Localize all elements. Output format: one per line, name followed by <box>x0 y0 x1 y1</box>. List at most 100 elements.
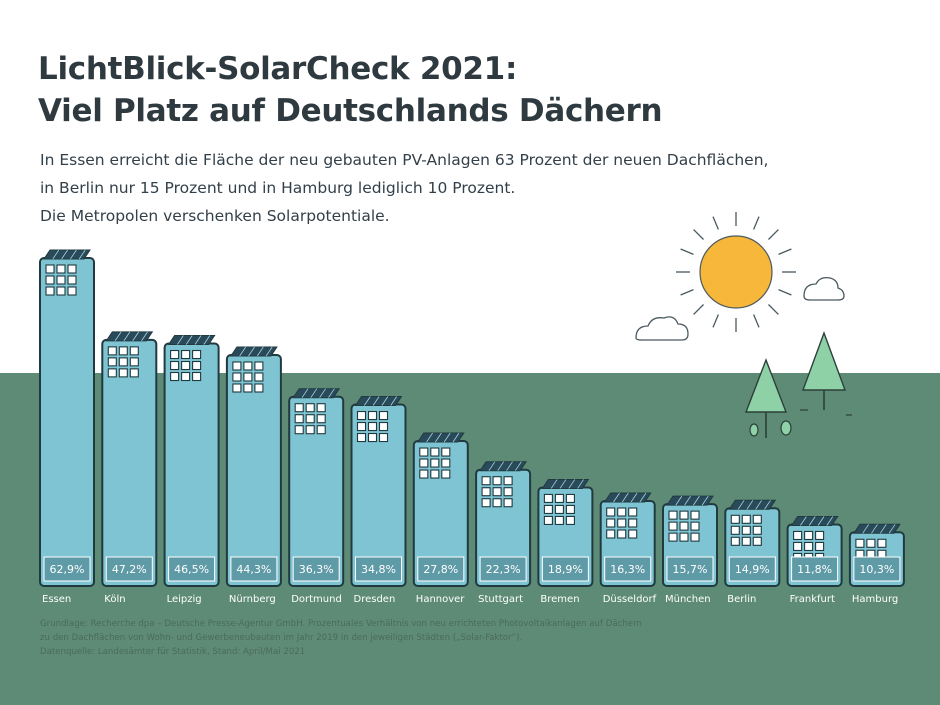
window <box>793 541 803 552</box>
window <box>430 469 440 479</box>
solar-panel-line <box>746 500 754 510</box>
solar-panel-line <box>684 495 691 506</box>
sun-ray <box>768 304 779 315</box>
cloud-icon <box>803 276 845 301</box>
window <box>430 447 440 457</box>
window <box>690 521 700 531</box>
bar: 10,3% Hamburg <box>848 523 905 605</box>
solar-panel-line <box>755 500 763 510</box>
window <box>679 521 689 531</box>
window <box>254 383 264 393</box>
city-label: Hannover <box>416 594 466 605</box>
window <box>793 530 803 541</box>
value-label-box <box>479 556 527 582</box>
sun-ray <box>753 314 760 328</box>
solar-panel-line <box>177 335 184 345</box>
bar: 15,7% München <box>662 495 718 605</box>
solar-panel-line <box>639 492 647 503</box>
window <box>730 536 740 546</box>
solar-panel-line <box>808 516 816 526</box>
solar-panel-line <box>194 335 202 345</box>
window <box>543 493 553 503</box>
bar: 36,3% Dortmund <box>288 388 345 605</box>
solar-panel-line <box>862 524 870 534</box>
window <box>481 498 491 508</box>
window <box>254 361 264 371</box>
solar-panel-line <box>514 461 522 471</box>
city-label: Köln <box>104 594 125 605</box>
solar-panel-line <box>319 388 326 398</box>
city-label: Leipzig <box>167 594 202 605</box>
window <box>356 432 367 443</box>
bar: 46,5% Leipzig <box>163 335 220 605</box>
value-label: 62,9% <box>50 563 85 576</box>
value-label: 14,9% <box>735 563 770 576</box>
window <box>192 371 202 382</box>
window <box>866 538 876 548</box>
solar-panel-line <box>826 516 834 526</box>
window <box>877 538 887 548</box>
city-label: Düsseldorf <box>603 594 657 605</box>
window <box>815 541 825 552</box>
solar-panel-line <box>61 249 68 260</box>
window <box>316 425 326 435</box>
window <box>254 372 264 382</box>
value-label: 34,8% <box>361 563 396 576</box>
window <box>419 447 429 457</box>
bar: 18,9% Bremen <box>537 478 594 605</box>
solar-panel-line <box>114 331 122 342</box>
window <box>741 536 751 546</box>
cloud-icon <box>635 316 689 341</box>
window <box>690 510 700 520</box>
title-line-2: Viel Platz auf Deutschlands Dächern <box>38 93 663 129</box>
window <box>181 360 191 371</box>
sun-ray <box>778 289 792 296</box>
sun-ray <box>712 216 719 230</box>
window <box>730 514 740 524</box>
window <box>617 529 627 539</box>
solar-panel-line <box>817 516 825 526</box>
window <box>617 507 627 517</box>
city-label: Dresden <box>354 594 396 605</box>
window <box>441 458 451 468</box>
window <box>752 536 762 546</box>
window <box>481 487 491 497</box>
window <box>294 425 304 435</box>
window <box>56 275 66 285</box>
window <box>170 360 180 371</box>
sun-ray <box>753 216 760 230</box>
window <box>67 275 77 285</box>
window <box>855 538 865 548</box>
solar-panel-line <box>301 388 309 398</box>
footer-line: Grundlage: Recherche dpa – Deutsche Pres… <box>40 619 642 629</box>
page-title: LichtBlick-SolarCheck 2021: Viel Platz a… <box>38 48 663 132</box>
window <box>492 487 502 497</box>
bars-group: 62,9% Essen 47,2% Köln 46,5% Leipzig 44,3% Nürn… <box>39 249 905 605</box>
solar-panel-line <box>435 432 442 443</box>
window <box>45 286 55 296</box>
solar-panel-line <box>381 396 389 406</box>
value-label-box <box>728 556 776 582</box>
solar-panel-line <box>132 331 140 342</box>
solar-panel-line <box>390 396 398 406</box>
window <box>419 458 429 468</box>
window <box>45 275 55 285</box>
value-label: 47,2% <box>112 563 147 576</box>
value-label: 10,3% <box>859 563 894 576</box>
sun-ray <box>778 248 792 255</box>
window <box>232 383 242 393</box>
city-label: Nürnberg <box>229 594 276 605</box>
solar-panel-line <box>70 249 77 260</box>
window <box>129 368 139 378</box>
solar-panel-line <box>265 346 273 357</box>
value-label-box <box>43 556 91 582</box>
window <box>815 530 825 541</box>
subtitle-line: In Essen erreicht die Fläche der neu geb… <box>40 151 769 169</box>
value-label: 44,3% <box>236 563 271 576</box>
sun-ray <box>680 289 694 296</box>
solar-panel-line <box>693 495 700 506</box>
sun-ray <box>680 248 694 255</box>
solar-panel-line <box>497 461 505 471</box>
window <box>492 476 502 486</box>
window <box>804 541 814 552</box>
